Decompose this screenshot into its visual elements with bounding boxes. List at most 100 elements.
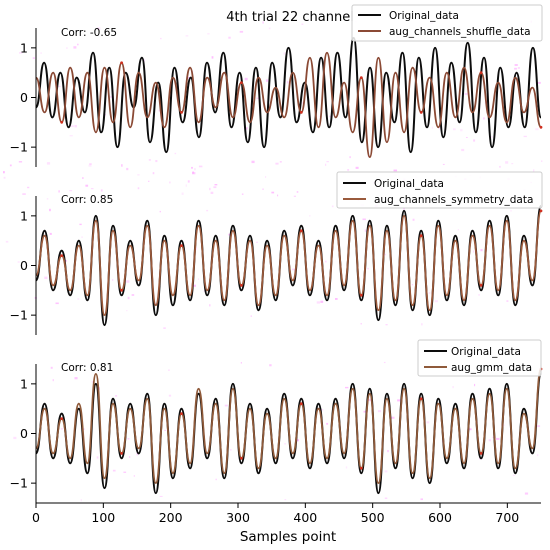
speckle [320,409,324,411]
speckle [192,171,194,174]
speckle [19,52,23,54]
speckle [128,456,131,458]
speckle [293,195,296,197]
augmented-highlight-point [180,412,183,415]
speckle [506,300,509,302]
speckle [126,280,130,283]
speckle [428,292,431,294]
speckle [412,218,415,221]
speckle [384,470,388,473]
panel-gmm-lines [35,367,543,495]
speckle [434,300,438,303]
speckle [256,241,258,243]
y-tick-label: 0 [20,426,28,441]
augmented-highlight-point [60,120,64,124]
speckle [499,165,501,168]
series-augmented-line [35,210,542,316]
speckle [123,471,127,473]
speckle [137,174,140,176]
speckle [169,181,171,184]
speckle [505,161,509,164]
speckle [198,165,203,168]
speckle [74,125,77,128]
augmented-highlight-point [60,417,64,420]
speckle [420,498,423,501]
speckle [326,161,329,163]
speckle [100,189,103,192]
speckle [115,395,118,397]
speckle [50,366,53,369]
augmented-highlight-point [180,244,183,248]
augmented-highlight-point [120,61,123,65]
speckle [181,192,184,195]
speckle [383,253,387,256]
legend-symmetry[interactable]: Original_data aug_channels_symmetry_data [336,171,543,209]
corr-annotation: Corr: 0.85 [61,194,113,206]
speckle [82,428,85,430]
y-tick-label: 0 [20,90,28,105]
speckle [112,469,116,472]
speckle [377,410,382,413]
speckle [283,52,285,55]
speckle [240,362,242,364]
speckle [295,439,299,442]
speckle [431,126,433,129]
speckle [464,93,468,95]
speckle [187,180,190,183]
x-tick-label: 300 [226,510,250,525]
speckle [89,163,92,165]
legend-shuffle[interactable]: Original_data aug_channels_shuffle_data [351,4,543,42]
panel-shuffle: 1 0 −1 Corr: -0.65 Original_data aug_chann… [10,4,543,167]
speckle [112,279,114,281]
speckle [239,30,244,33]
speckle [268,27,271,30]
augmented-highlight-point [180,111,183,114]
legend-label-augmented: aug_channels_symmetry_data [374,194,533,206]
speckle [483,117,485,120]
speckle [535,128,539,131]
speckle [127,438,130,440]
speckle [121,164,123,167]
legend-label-augmented: aug_channels_shuffle_data [389,26,531,38]
speckle [126,167,129,171]
augmented-highlight-point [120,288,123,292]
speckle [541,160,543,162]
speckle [214,184,218,186]
y-tick-label: −1 [10,308,28,323]
speckle [148,159,151,161]
corr-annotation: Corr: 0.81 [61,362,113,374]
speckle [391,416,395,419]
speckle [211,56,214,59]
speckle [88,164,92,167]
speckle [90,188,94,190]
legend-label-augmented: aug_gmm_data [451,362,532,374]
speckle [91,381,94,383]
augmented-highlight-point [419,234,423,238]
speckle [345,386,349,389]
speckle [387,83,389,85]
augmented-highlight-point [359,76,363,79]
speckle [474,383,476,387]
speckle [473,250,475,253]
speckle [5,240,9,243]
legend-label-original: Original_data [451,346,521,358]
speckle [209,304,211,307]
speckle [524,492,529,495]
speckle [511,163,514,165]
legend-box [417,339,542,377]
augmented-highlight-point [419,397,423,401]
legend-gmm[interactable]: Original_data aug_gmm_data [417,339,542,377]
speckle [206,209,209,212]
speckle [360,323,362,325]
speckle [362,218,366,221]
speckle [488,439,491,442]
speckle [335,298,338,300]
speckle [393,169,397,172]
speckle [77,298,80,300]
speckle [523,135,527,138]
speckle [49,208,51,212]
speckle [158,109,161,112]
speckle [57,85,61,87]
speckle [349,156,351,159]
speckle [411,284,414,286]
